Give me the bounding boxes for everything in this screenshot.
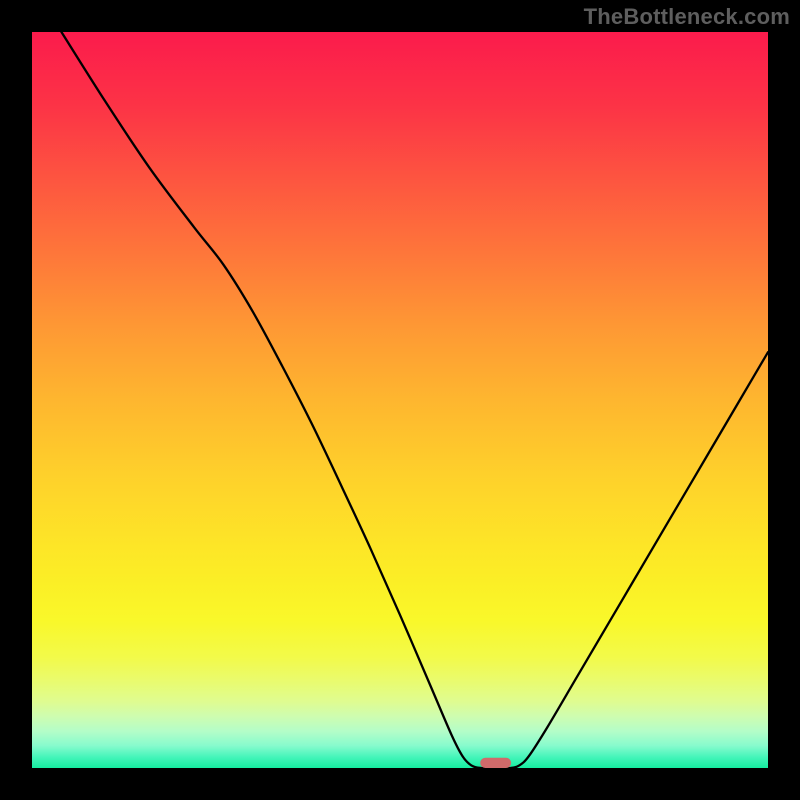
bottleneck-chart [32,32,768,768]
chart-frame: TheBottleneck.com [0,0,800,800]
watermark-text: TheBottleneck.com [584,4,790,30]
optimum-marker [480,758,511,768]
gradient-background [32,32,768,768]
plot-area [32,32,768,768]
